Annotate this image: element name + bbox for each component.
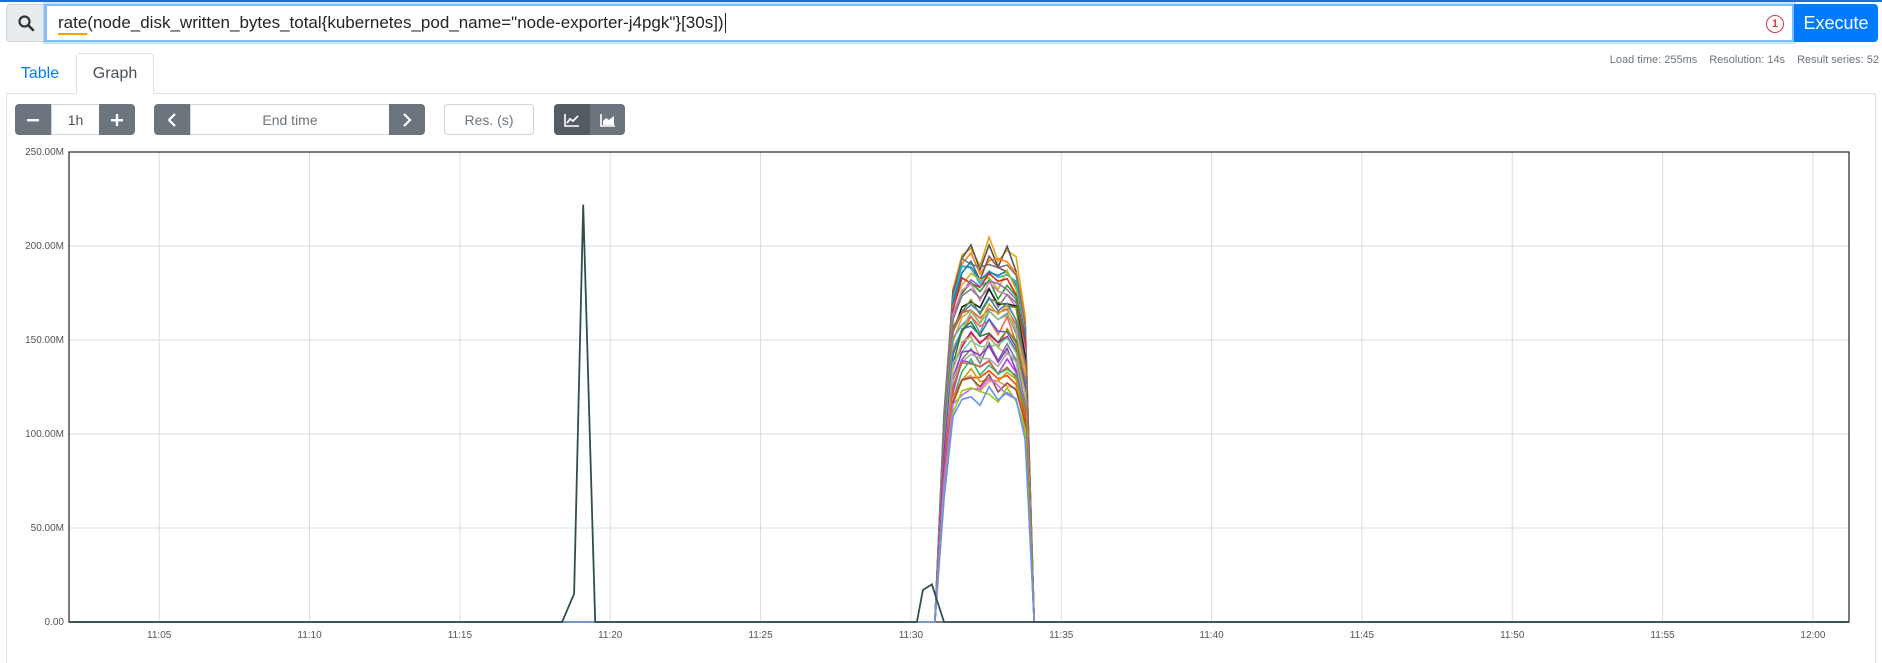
text-caret [724,13,726,33]
series-line [69,297,1849,623]
x-tick-label: 11:15 [448,630,473,641]
chevron-right-icon [403,112,412,127]
error-count-badge[interactable]: 1 [1766,15,1784,33]
x-tick-label: 11:50 [1500,630,1525,641]
search-icon[interactable] [6,4,45,42]
end-time-back-button[interactable] [154,104,190,135]
y-tick-label: 250.00M [25,147,64,158]
series-line [69,309,1849,623]
series-line [69,330,1849,623]
query-stats: Load time: 255ms Resolution: 14s Result … [1610,54,1879,66]
y-tick-label: 50.00M [31,523,64,534]
series-line [69,278,1849,623]
line-chart-icon [564,113,579,127]
stacked-chart-button[interactable] [590,104,625,135]
series-line [69,369,1849,623]
graph-panel [6,93,1876,663]
x-tick-label: 12:00 [1800,630,1825,641]
result-series: Result series: 52 [1797,54,1879,66]
chevron-left-icon [167,112,176,127]
series-line [69,234,1849,623]
tab-divider [6,93,1876,94]
range-decrease-button[interactable] [15,104,51,135]
end-time-forward-button[interactable] [389,104,425,135]
x-tick-label: 11:20 [598,630,623,641]
resolution-input[interactable]: Res. (s) [444,104,534,135]
range-input[interactable]: 1h [51,104,100,135]
query-function-name: rate [58,13,88,32]
series-line [69,268,1849,623]
x-tick-label: 11:05 [147,630,172,641]
y-tick-label: 200.00M [25,241,64,252]
x-tick-label: 11:10 [297,630,322,641]
y-tick-label: 0.00 [45,617,65,628]
series-line [69,251,1849,623]
x-tick-label: 11:30 [899,630,924,641]
query-expression-input[interactable]: rate (node_disk_written_bytes_total{kuber… [45,4,1794,42]
tab-graph[interactable]: Graph [76,53,154,94]
y-tick-label: 150.00M [25,335,64,346]
resolution: Resolution: 14s [1709,54,1786,66]
execute-button[interactable]: Execute [1794,4,1878,42]
series-line [69,295,1849,623]
series-line [69,374,1849,623]
x-tick-label: 11:45 [1350,630,1375,641]
time-series-graph[interactable]: 0.00 50.00M 100.00M 150.00M 200.00M 250.00M 11… [0,140,1882,652]
tab-table[interactable]: Table [20,64,60,82]
range-increase-button[interactable] [99,104,135,135]
x-tick-label: 11:40 [1199,630,1224,641]
series-line [69,254,1849,623]
query-expression-text: (node_disk_written_bytes_total{kubernete… [87,13,724,32]
top-accent-bar [0,0,1882,2]
end-time-input[interactable]: End time [190,104,390,135]
minus-icon [27,118,39,121]
load-time: Load time: 255ms [1609,54,1698,66]
series-line [69,278,1849,623]
series-line [69,204,1849,623]
area-chart-icon [599,113,615,127]
x-tick-label: 11:25 [748,630,773,641]
series-line [69,386,1849,623]
series-line [69,280,1849,623]
series-line [69,372,1849,623]
series-line [69,376,1849,623]
series-line [69,309,1849,623]
x-tick-label: 11:35 [1049,630,1074,641]
unstacked-chart-button[interactable] [554,104,590,135]
plus-icon [111,113,123,126]
series-line [69,351,1849,623]
y-tick-label: 100.00M [25,429,64,440]
series-line [69,385,1849,623]
x-tick-label: 11:55 [1650,630,1675,641]
